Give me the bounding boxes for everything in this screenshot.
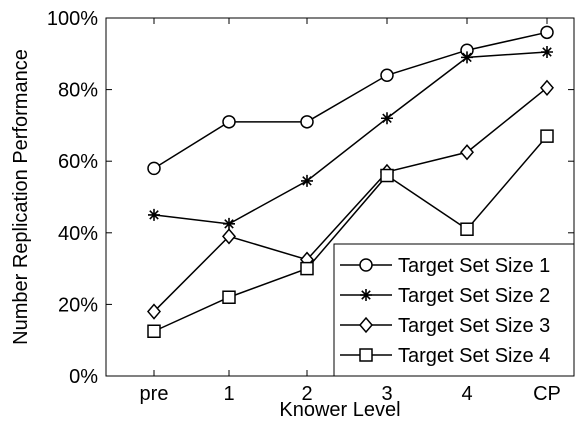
series-3 (147, 79, 554, 320)
series-line (153, 51, 548, 225)
y-axis-label: Number Replication Performance (10, 49, 32, 345)
axis-ticks: 0% 20% 40% 60% 80% 100% pre 1 2 3 4 CP (47, 8, 574, 405)
series-layer (147, 25, 554, 338)
legend-item: Target Set Size 1 (340, 255, 550, 277)
data-point (460, 222, 474, 236)
data-point (222, 290, 236, 304)
legend-items: Target Set Size 1 Target Set Size 2 Target… (340, 255, 550, 367)
data-point (461, 51, 473, 64)
data-point (380, 68, 394, 83)
series-4 (147, 129, 554, 338)
legend-item: Target Set Size 3 (340, 315, 550, 337)
y-tick-label: 100% (47, 8, 98, 30)
series-line (153, 135, 548, 332)
legend-marker (360, 289, 372, 301)
data-point (148, 208, 160, 221)
series-1 (147, 25, 554, 176)
data-point (460, 144, 474, 161)
x-tick-label: pre (140, 383, 169, 405)
data-point (222, 228, 236, 245)
x-tick-label: 4 (461, 383, 472, 405)
data-point (541, 46, 553, 59)
data-point (147, 161, 161, 176)
x-tick-label: CP (533, 383, 561, 405)
data-point (147, 303, 161, 320)
legend-marker (359, 348, 373, 362)
data-point (381, 112, 393, 125)
legend-item: Target Set Size 4 (340, 345, 550, 367)
data-point (222, 115, 236, 129)
data-point (223, 217, 235, 230)
legend-label: Target Set Size 1 (398, 255, 550, 277)
data-point (301, 174, 313, 187)
y-tick-label: 0% (69, 366, 98, 388)
data-point (380, 168, 394, 183)
x-tick-label: 2 (301, 383, 312, 405)
y-tick-label: 60% (58, 151, 98, 173)
data-point (540, 25, 554, 40)
x-tick-label: 3 (381, 383, 392, 405)
legend-marker (359, 316, 373, 334)
series-line (153, 31, 548, 169)
legend-item: Target Set Size 2 (340, 285, 550, 307)
series-line (153, 87, 548, 313)
legend-label: Target Set Size 4 (398, 345, 550, 367)
legend-marker (359, 258, 373, 272)
data-point (300, 261, 314, 276)
legend: Target Set Size 1 Target Set Size 2 Target… (333, 243, 575, 377)
data-point (147, 324, 161, 338)
y-tick-label: 20% (58, 294, 98, 316)
y-tick-label: 80% (58, 80, 98, 102)
x-axis-label: Knower Level (279, 399, 400, 421)
data-point (300, 115, 314, 129)
legend-label: Target Set Size 2 (398, 285, 550, 307)
data-point (540, 129, 554, 143)
data-point (540, 79, 554, 96)
legend-box (333, 243, 575, 377)
legend-label: Target Set Size 3 (398, 315, 550, 337)
x-tick-label: 1 (223, 383, 234, 405)
series-2 (148, 46, 553, 230)
y-tick-label: 40% (58, 223, 98, 245)
